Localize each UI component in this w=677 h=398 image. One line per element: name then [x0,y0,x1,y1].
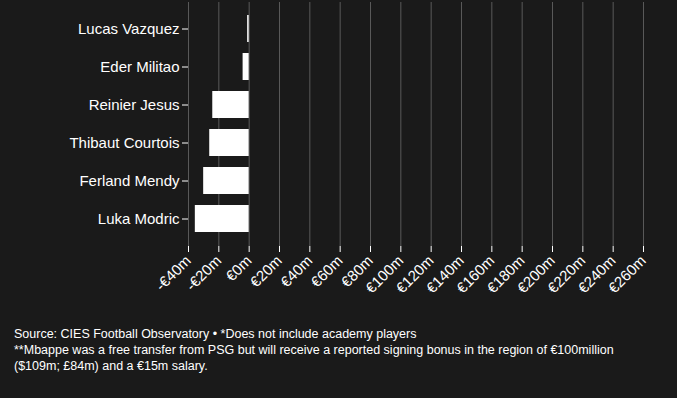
svg-text:€220m: €220m [543,251,589,297]
svg-text:Lucas Vazquez: Lucas Vazquez [78,20,179,37]
svg-text:€100m: €100m [361,251,407,297]
svg-text:€140m: €140m [422,251,467,297]
svg-text:€40m: €40m [277,252,316,291]
svg-text:Luka Modric: Luka Modric [98,210,180,227]
svg-text:€60m: €60m [307,252,346,291]
svg-text:Reinier Jesus: Reinier Jesus [89,96,180,113]
svg-text:€20m: €20m [246,252,285,291]
svg-text:Ferland Mendy: Ferland Mendy [79,172,180,189]
svg-text:-€40m: -€40m [151,251,194,294]
svg-text:€160m: €160m [452,251,498,297]
svg-text:€0m: €0m [222,251,255,285]
svg-text:€80m: €80m [337,251,376,291]
svg-text:Eder Militao: Eder Militao [100,58,179,75]
svg-text:-€20m: -€20m [182,252,224,294]
html-text:Source: CIES Football Observat: Source: CIES Football Observatory • *Doe… [14,327,417,341]
svg-text:€120m: €120m [392,251,437,297]
svg-text:Thibaut Courtois: Thibaut Courtois [69,134,179,151]
svg-text:€260m: €260m [605,252,649,296]
svg-text:€200m: €200m [513,251,558,297]
svg-text:€240m: €240m [574,251,619,297]
html-text:**Mbappe was a free transfer f: **Mbappe was a free transfer from PSG bu… [14,343,614,373]
svg-text:€180m: €180m [483,251,528,297]
